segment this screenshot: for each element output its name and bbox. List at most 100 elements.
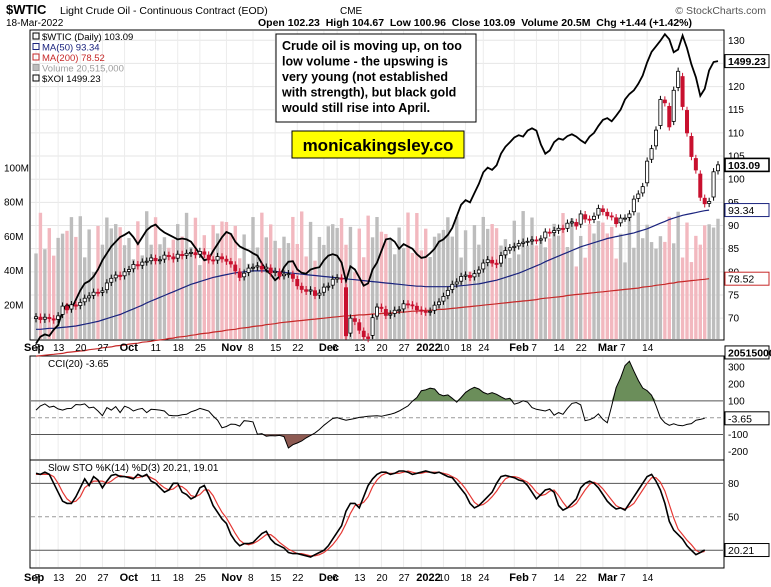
candle-body — [592, 215, 597, 220]
volume-bar — [521, 211, 525, 339]
candle-body — [494, 262, 499, 265]
legend-swatch — [32, 43, 40, 50]
candle-body — [711, 171, 716, 198]
candle-body — [605, 211, 610, 217]
candle-body — [565, 222, 570, 229]
legend-entry: MA(50) 93.34 — [42, 43, 100, 54]
candle-body — [321, 286, 326, 293]
volume-bar — [455, 216, 459, 339]
candle-body — [631, 198, 636, 213]
candle-body — [255, 265, 260, 268]
x-tick-label: 14 — [642, 343, 654, 354]
x-tick-label: Sep — [24, 572, 44, 584]
volume-bar — [96, 225, 100, 339]
legend-entry: $WTIC (Daily) 103.09 — [42, 32, 133, 43]
candle-body — [649, 148, 654, 160]
volume-bar — [556, 235, 561, 339]
volume-bar — [362, 257, 366, 339]
volume-bar — [384, 233, 388, 339]
candle-body — [113, 274, 118, 279]
sto-k-line — [35, 470, 706, 558]
volume-bar — [282, 236, 286, 339]
volume-bar — [610, 226, 614, 339]
volume-bar — [229, 233, 233, 339]
candle-body — [56, 315, 61, 320]
candle-body — [87, 295, 92, 299]
x-tick-label: 20 — [75, 343, 87, 354]
annotation-box — [275, 33, 477, 123]
sto-value-tag — [724, 543, 770, 558]
price-tick-label: 110 — [728, 128, 744, 139]
candle-body — [242, 272, 247, 278]
x-tick-label: 15 — [270, 573, 282, 584]
volume-bar — [592, 233, 596, 339]
candle-body — [135, 264, 140, 267]
candle-body — [530, 239, 535, 242]
copyright: © StockCharts.com — [675, 5, 766, 17]
x-tick-label: 13 — [354, 343, 366, 354]
candle-body — [587, 218, 592, 221]
candle-body — [552, 230, 557, 233]
volume-bar — [69, 217, 74, 339]
volume-bar — [189, 247, 193, 339]
value-tag-label: 78.52 — [728, 274, 754, 286]
cci-line — [35, 360, 705, 449]
volume-bar — [441, 229, 446, 339]
volume-bar — [565, 247, 570, 339]
candle-body — [561, 228, 566, 230]
x-tick-label: 14 — [554, 343, 566, 354]
volume-tick-label: 100M — [4, 163, 29, 174]
x-tick-label: 22 — [576, 343, 588, 354]
candle-body — [330, 278, 335, 286]
candle-body — [357, 322, 362, 331]
volume-bar — [317, 236, 322, 339]
candle-body — [698, 173, 703, 198]
candle-body — [326, 285, 331, 288]
candle-body — [286, 273, 291, 276]
value-tag-label: 103.09 — [728, 160, 760, 172]
sto-value-label: 20.21 — [728, 545, 754, 557]
volume-tick-label: 40M — [4, 266, 23, 277]
volume-bar — [348, 226, 353, 339]
volume-bar — [481, 216, 485, 339]
x-tick-label: 13 — [354, 573, 366, 584]
volume-bar — [596, 220, 601, 339]
legend-swatch — [32, 32, 40, 40]
candle-body — [69, 304, 74, 310]
volume-bar — [149, 244, 153, 339]
candle-body — [685, 110, 690, 134]
volume-bar — [663, 241, 667, 339]
volume-bar — [463, 230, 468, 339]
volume-bar — [176, 224, 180, 339]
x-tick-label: Oct — [120, 572, 139, 584]
volume-bar — [162, 237, 167, 339]
candle-body — [91, 291, 96, 296]
instrument-name: Light Crude Oil - Continuous Contract (E… — [60, 5, 268, 17]
volume-bar — [605, 233, 609, 339]
volume-bar — [370, 237, 375, 339]
annotation-line: low volume - the upswing is — [282, 55, 448, 69]
volume-bar — [393, 254, 397, 339]
x-tick-label: 27 — [399, 343, 411, 354]
x-tick-label: 18 — [173, 343, 185, 354]
candle-body — [295, 279, 300, 287]
candle-body — [693, 158, 698, 171]
volume-bar — [446, 217, 450, 339]
candle-body — [82, 297, 87, 303]
volume-bar — [517, 254, 521, 339]
volume-bar — [215, 233, 220, 339]
price-tick-label: 120 — [728, 82, 745, 93]
price-tick-label: 90 — [728, 221, 740, 232]
candle-body — [419, 309, 424, 312]
volume-bar — [486, 228, 490, 339]
candle-body — [574, 222, 579, 227]
cci-panel-frame — [29, 355, 725, 461]
volume-bar — [552, 223, 556, 339]
candle-body — [490, 259, 495, 264]
x-tick-label: 22 — [292, 573, 304, 584]
volume-bar — [587, 223, 592, 339]
candle-body — [662, 99, 667, 104]
candle-body — [401, 303, 406, 310]
legend-swatch — [32, 64, 40, 71]
